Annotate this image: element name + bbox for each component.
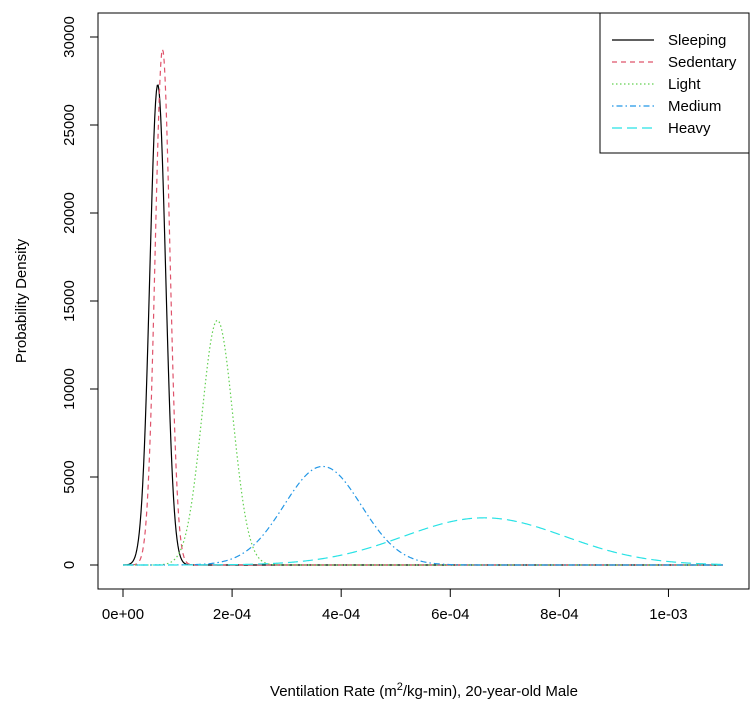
series-line-medium xyxy=(123,465,723,566)
series-layer xyxy=(122,47,724,566)
legend-label-heavy: Heavy xyxy=(668,120,711,137)
x-tick-label: 0e+00 xyxy=(102,606,144,623)
x-axis-label: Ventilation Rate (m2/kg-min), 20-year-ol… xyxy=(270,681,578,700)
legend-label-medium: Medium xyxy=(668,98,721,115)
x-axis-label-superscript: 2 xyxy=(397,681,403,693)
legend-label-sedentary: Sedentary xyxy=(668,54,737,71)
x-axis-label-prefix: Ventilation Rate (m xyxy=(270,683,397,700)
y-tick-label: 15000 xyxy=(61,280,78,322)
y-axis: 0 5000 10000 15000 20000 25000 30000 xyxy=(61,16,99,569)
legend-label-sleeping: Sleeping xyxy=(668,32,726,49)
x-tick-label: 1e-03 xyxy=(649,606,687,623)
x-tick-label: 2e-04 xyxy=(213,606,251,623)
series-line-light xyxy=(123,319,723,566)
y-tick-label: 25000 xyxy=(61,104,78,146)
legend-label-light: Light xyxy=(668,76,701,93)
y-tick-label: 30000 xyxy=(61,16,78,58)
x-tick-label: 8e-04 xyxy=(540,606,578,623)
y-tick-label: 20000 xyxy=(61,192,78,234)
x-tick-label: 4e-04 xyxy=(322,606,360,623)
legend-box xyxy=(599,12,750,154)
x-axis: 0e+00 2e-04 4e-04 6e-04 8e-04 1e-03 xyxy=(102,588,688,623)
legend: Sleeping Sedentary Light Medium Heavy xyxy=(599,12,750,154)
y-tick-label: 5000 xyxy=(61,460,78,493)
x-tick-label: 6e-04 xyxy=(431,606,469,623)
series-line-sleeping xyxy=(122,84,723,566)
y-tick-label: 10000 xyxy=(61,368,78,410)
series-line-heavy xyxy=(123,517,724,566)
x-axis-label-suffix: /kg-min), 20-year-old Male xyxy=(403,683,578,700)
legend-items: Sleeping Sedentary Light Medium Heavy xyxy=(612,32,737,137)
series-line-sedentary xyxy=(123,47,723,566)
y-tick-label: 0 xyxy=(61,561,78,569)
y-axis-label: Probability Density xyxy=(13,238,30,363)
